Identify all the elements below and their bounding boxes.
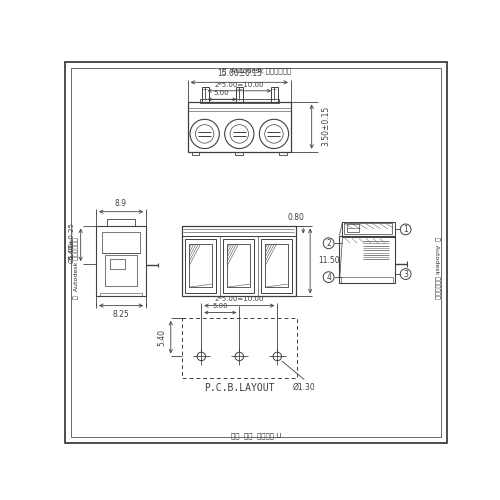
Bar xyxy=(271,87,278,102)
Bar xyxy=(341,277,394,283)
Text: Ø1.30: Ø1.30 xyxy=(293,382,316,392)
Text: Ø1.00: Ø1.00 xyxy=(68,242,74,263)
Bar xyxy=(96,226,146,296)
Text: 0.80: 0.80 xyxy=(287,214,304,222)
Bar xyxy=(190,244,212,287)
Bar xyxy=(110,260,126,268)
Bar xyxy=(344,223,392,234)
Bar xyxy=(186,240,216,294)
Text: 5.00: 5.00 xyxy=(212,304,228,310)
Bar xyxy=(265,244,288,287)
Text: 4: 4 xyxy=(326,272,331,281)
Bar xyxy=(236,87,243,102)
Text: 1: 1 xyxy=(404,225,408,234)
Bar xyxy=(106,255,137,286)
Bar xyxy=(192,152,200,156)
Bar xyxy=(102,232,140,254)
Bar xyxy=(342,222,395,237)
Bar xyxy=(347,224,360,232)
Text: 8.9: 8.9 xyxy=(114,199,126,208)
Bar xyxy=(182,318,297,378)
Bar xyxy=(107,220,134,226)
Bar xyxy=(200,100,278,103)
Text: 3: 3 xyxy=(403,270,408,278)
Text: P.C.B.LAYOUT: P.C.B.LAYOUT xyxy=(204,383,274,393)
Text: 5.40: 5.40 xyxy=(157,328,166,345)
Text: 5.00: 5.00 xyxy=(214,90,230,96)
Text: 3.50±0.15: 3.50±0.15 xyxy=(321,106,330,146)
Text: 2: 2 xyxy=(326,239,331,248)
Text: 15.00±0.15: 15.00±0.15 xyxy=(217,70,262,78)
Bar xyxy=(182,226,296,236)
Text: 图  Autodesk 文件对话框地: 图 Autodesk 文件对话框地 xyxy=(74,237,79,299)
Text: 属性  外形  尺寸单位 U: 属性 外形 尺寸单位 U xyxy=(231,432,281,439)
Text: 8.25: 8.25 xyxy=(112,310,129,320)
Bar xyxy=(182,226,296,296)
Bar xyxy=(340,236,395,284)
Text: 图  Autodesk 文件对话框地: 图 Autodesk 文件对话框地 xyxy=(434,237,440,299)
Bar xyxy=(227,244,250,287)
Bar xyxy=(202,87,208,102)
Text: 2*5.00=10.00: 2*5.00=10.00 xyxy=(214,296,264,302)
Bar xyxy=(236,152,243,156)
Text: 图  Autodesk 文件对话框地: 图 Autodesk 文件对话框地 xyxy=(222,68,291,74)
Bar xyxy=(280,152,287,156)
Text: 2*5.00=10.00: 2*5.00=10.00 xyxy=(214,82,264,87)
Bar xyxy=(100,294,142,296)
Text: 5.40±0.25: 5.40±0.25 xyxy=(68,222,74,258)
Bar xyxy=(262,240,292,294)
Bar xyxy=(188,102,291,152)
Bar xyxy=(224,240,254,294)
Text: 11.50: 11.50 xyxy=(318,256,340,266)
